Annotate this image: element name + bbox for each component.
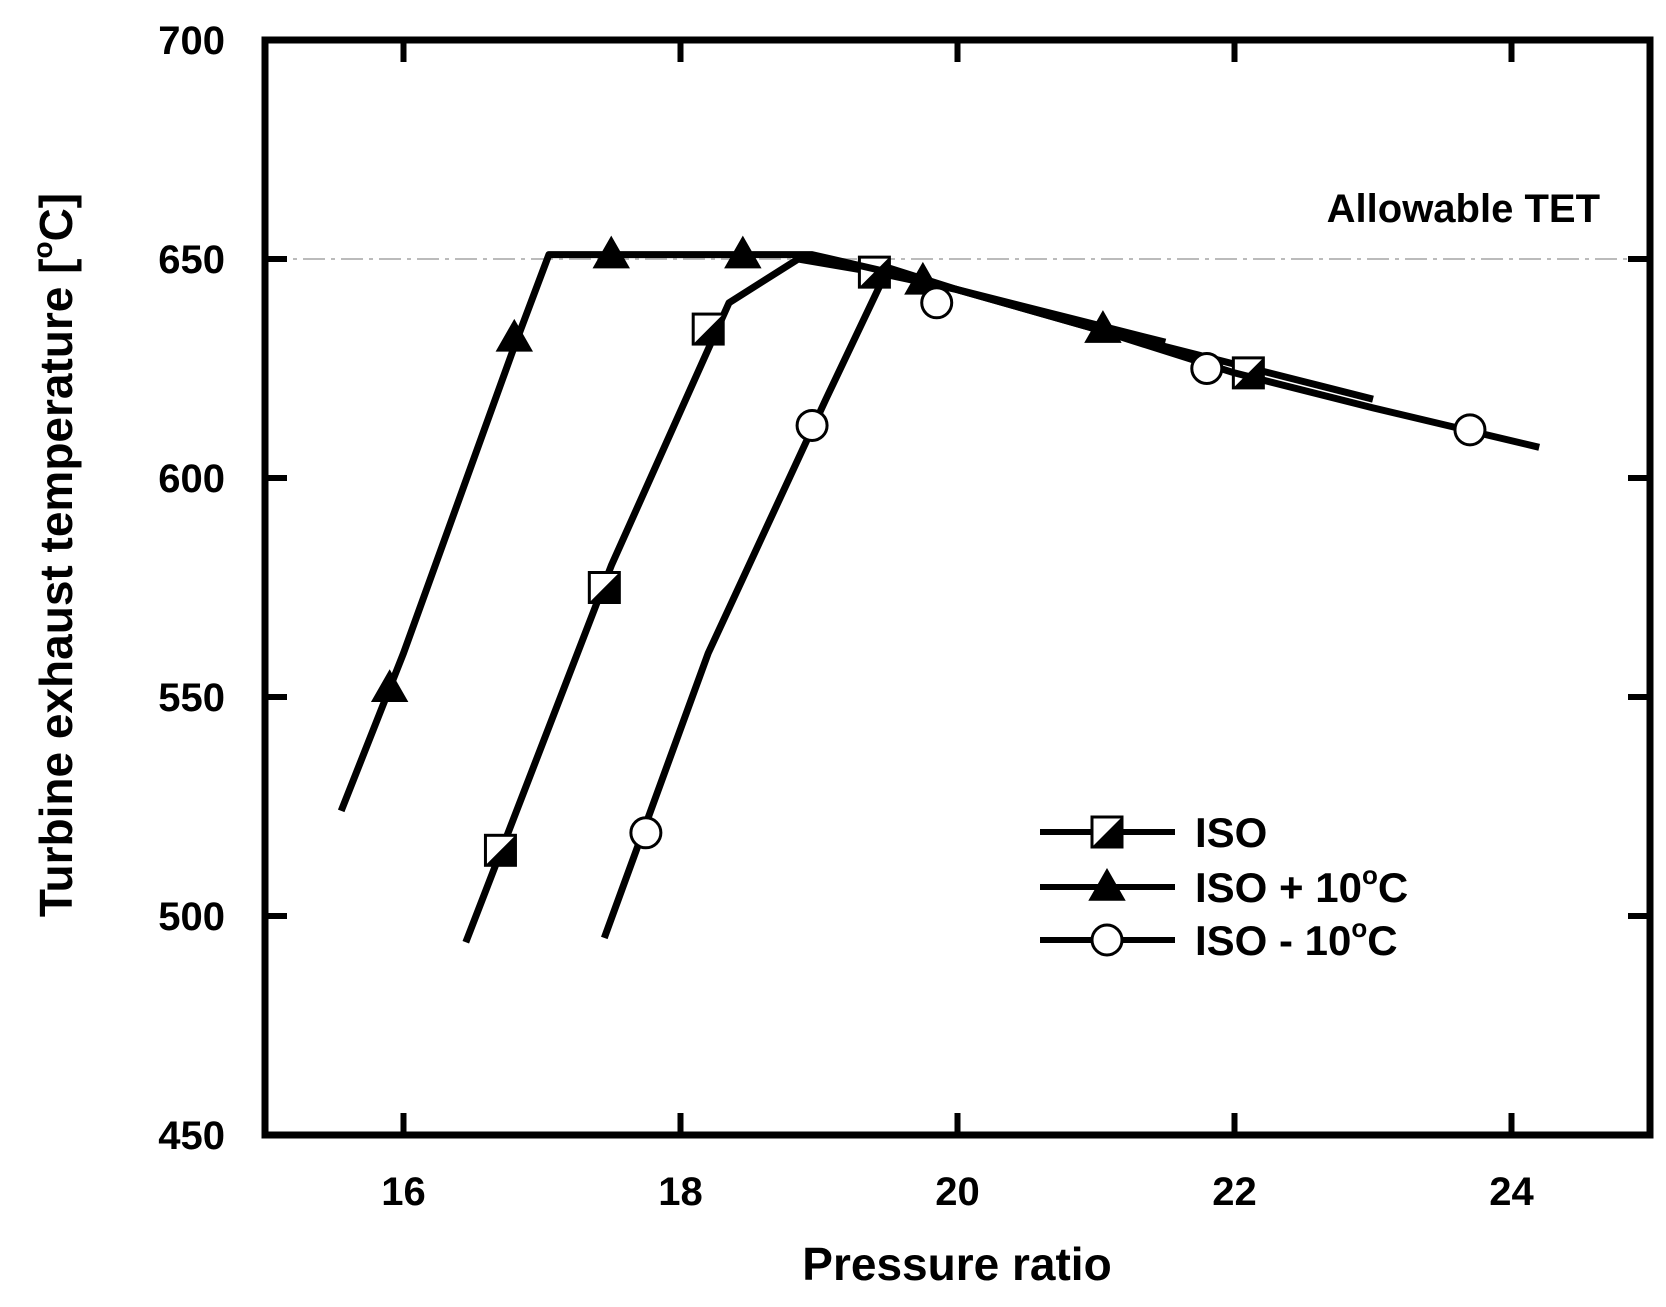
y-tick-label: 600 [158,457,225,501]
data-point-iso-minus-10 [1453,413,1487,447]
data-point-iso-minus-10 [1190,352,1224,385]
x-tick-labels: 16 18 20 22 24 [381,1170,1534,1214]
y-tick-label: 500 [158,895,225,939]
legend-label-iso-plus-10-text: ISO + 10 [1195,864,1362,911]
x-tick-label: 20 [935,1170,980,1214]
data-point-iso-minus-10 [629,816,663,850]
data-point-iso-plus-10 [370,669,409,702]
y-axis-label-unit: C [30,208,82,241]
legend-symbol-iso [1090,815,1124,849]
legend-label-iso-minus-10-degree: o [1351,913,1367,943]
legend-label-iso-minus-10-text: ISO - 10 [1195,917,1351,964]
data-point-iso-fill [485,835,516,866]
data-point-iso-minus-10 [920,286,954,320]
x-tick-label: 24 [1489,1170,1534,1214]
data-point-iso-plus-10 [724,235,762,269]
x-tick-label: 22 [1212,1170,1257,1214]
legend-marker-iso-plus-10 [1088,867,1126,901]
ticks-group [265,37,1650,1138]
legend-label-iso-plus-10-unit: C [1378,864,1408,911]
legend-label-iso-plus-10-degree: o [1362,860,1378,890]
y-axis-label-degree: o [27,241,58,258]
series-iso-plus-10 [337,235,1167,813]
legend-label-iso-minus-10-unit: C [1367,917,1397,964]
y-tick-label: 650 [158,238,225,282]
y-tick-label: 700 [158,19,225,63]
series-group [337,235,1541,944]
legend: ISO ISO + 10oC ISO - 10oC [1040,809,1408,964]
y-axis-label: Turbine exhaust temperature [oC] [27,193,82,917]
series-line-iso-plus-10 [337,251,1167,813]
legend-label-iso: ISO [1195,809,1267,856]
series-line-iso-minus-10 [601,264,1541,940]
x-axis-label: Pressure ratio [802,1238,1111,1290]
legend-symbol-iso-fill [1092,817,1122,847]
legend-marker-iso-minus-10 [1090,923,1124,957]
legend-symbol-iso-minus-10 [1090,923,1124,957]
x-tick-label: 18 [658,1170,703,1214]
data-point-iso-fill [693,314,724,345]
data-point-iso [587,571,621,604]
data-point-iso-plus-10 [592,235,630,269]
data-point-iso-fill [589,572,620,603]
x-tick-label: 16 [381,1170,426,1214]
data-point-iso-minus-10 [795,408,829,442]
y-tick-labels: 450 500 550 600 650 700 [158,19,225,1158]
y-axis-label-suffix: ] [30,193,82,208]
y-axis-label-prefix: Turbine exhaust temperature [ [30,259,82,918]
y-tick-label: 450 [158,1114,225,1158]
data-point-iso [691,312,725,346]
series-iso-minus-10 [601,264,1541,940]
legend-label-iso-minus-10: ISO - 10oC [1195,913,1398,964]
legend-symbol-iso-plus-10 [1088,867,1126,901]
data-point-iso [483,833,517,867]
y-tick-label: 550 [158,676,225,720]
allowable-tet-label: Allowable TET [1327,187,1600,231]
data-point-iso-plus-10 [495,318,534,352]
legend-label-iso-plus-10: ISO + 10oC [1195,860,1408,911]
legend-marker-iso [1090,815,1124,849]
